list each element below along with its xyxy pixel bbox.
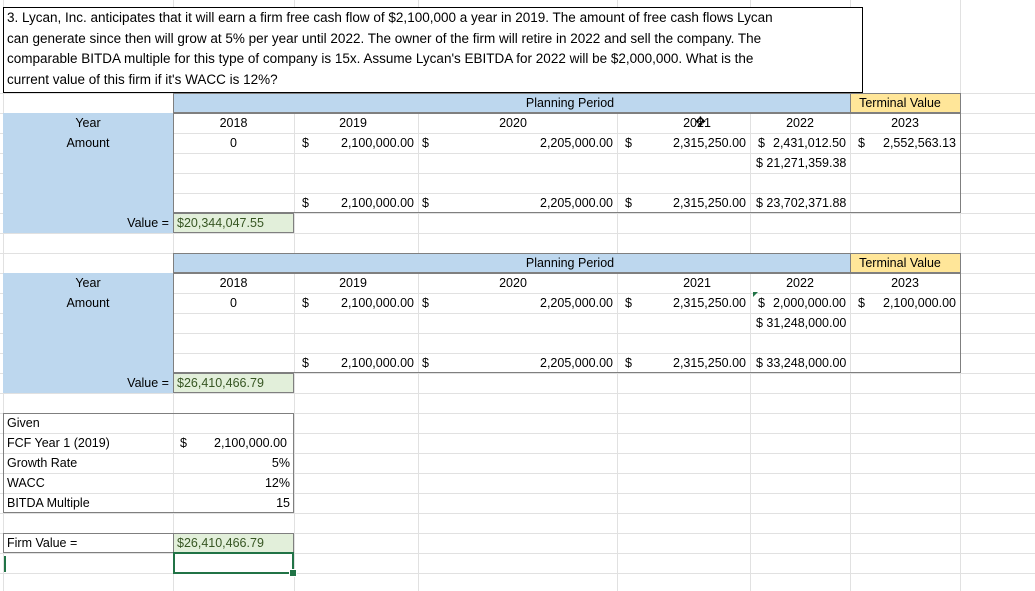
year-cell[interactable]: 2019: [339, 116, 367, 130]
wacc-label: WACC: [7, 476, 45, 490]
amount-cell[interactable]: 0: [230, 136, 237, 150]
year-cell[interactable]: 2023: [891, 276, 919, 290]
terminal-header-fill: [850, 93, 961, 113]
dollar-sign: $: [625, 356, 632, 370]
terminal-value-header: Terminal Value: [859, 256, 941, 270]
label-column-fill: [3, 273, 173, 393]
cash-flow-cell[interactable]: 2,205,000.00: [540, 356, 613, 370]
year-cell[interactable]: 2023: [891, 116, 919, 130]
move-cursor-icon: ✥: [695, 114, 706, 129]
dollar-sign: $: [180, 436, 187, 450]
dollar-sign: $: [422, 296, 429, 310]
wacc-value-cell[interactable]: 12%: [264, 476, 290, 490]
year-cell[interactable]: 2021: [683, 116, 711, 130]
amount-cell[interactable]: 2,100,000.00: [341, 136, 414, 150]
year-cell[interactable]: 2022: [786, 276, 814, 290]
selected-cell[interactable]: [173, 552, 294, 574]
amount-cell[interactable]: 2,315,250.00: [673, 136, 746, 150]
firm-value-cell[interactable]: $20,344,047.55: [177, 216, 264, 230]
amount-cell[interactable]: 2,100,000.00: [883, 296, 956, 310]
year-cell[interactable]: 2019: [339, 276, 367, 290]
dollar-sign: $: [302, 296, 309, 310]
dollar-sign: $: [858, 296, 865, 310]
growth-label: Growth Rate: [7, 456, 78, 470]
cash-flow-cell[interactable]: 2,205,000.00: [540, 196, 613, 210]
year-cell[interactable]: 2018: [219, 276, 248, 290]
value-label: Value =: [127, 216, 169, 230]
amount-cell[interactable]: 2,431,012.50: [773, 136, 846, 150]
cash-flow-cell[interactable]: 2,100,000.00: [341, 356, 414, 370]
dollar-sign: $: [302, 356, 309, 370]
comment-indicator-icon: [753, 292, 758, 297]
firm-value-cell[interactable]: $26,410,466.79: [177, 376, 264, 390]
planning-header-fill: [173, 93, 850, 113]
terminal-value-cell[interactable]: $ 31,248,000.00: [756, 316, 847, 330]
amount-cell[interactable]: 2,315,250.00: [673, 296, 746, 310]
fcf-value-cell[interactable]: 2,100,000.00: [214, 436, 287, 450]
dollar-sign: $: [302, 136, 309, 150]
dollar-sign: $: [758, 136, 765, 150]
multiple-label: BITDA Multiple: [7, 496, 90, 510]
terminal-header-fill: [850, 253, 961, 273]
value-fill: [173, 213, 294, 233]
year-cell[interactable]: 2021: [683, 276, 711, 290]
firm-value-result-cell[interactable]: $26,410,466.79: [177, 536, 264, 550]
cash-flow-cell[interactable]: $ 33,248,000.00: [756, 356, 847, 370]
year-cell[interactable]: 2020: [499, 116, 527, 130]
fill-handle[interactable]: [289, 569, 297, 577]
amount-cell[interactable]: 2,000,000.00: [773, 296, 846, 310]
dollar-sign: $: [422, 196, 429, 210]
value-fill: [173, 373, 294, 393]
dollar-sign: $: [625, 136, 632, 150]
amount-cell[interactable]: 0: [230, 296, 237, 310]
dollar-sign: $: [625, 196, 632, 210]
cash-flow-cell[interactable]: 2,315,250.00: [673, 196, 746, 210]
growth-value-cell[interactable]: 5%: [271, 456, 290, 470]
label-column-fill: [3, 113, 173, 233]
dollar-sign: $: [422, 356, 429, 370]
year-cell[interactable]: 2022: [786, 116, 814, 130]
problem-line: comparable BITDA multiple for this type …: [7, 51, 754, 66]
given-title: Given: [7, 416, 40, 430]
amount-label: Amount: [66, 296, 110, 310]
cash-flow-cell[interactable]: 2,315,250.00: [673, 356, 746, 370]
planning-period-header: Planning Period: [525, 256, 615, 270]
amount-cell[interactable]: 2,552,563.13: [883, 136, 956, 150]
dollar-sign: $: [302, 196, 309, 210]
dollar-sign: $: [858, 136, 865, 150]
fcf-label: FCF Year 1 (2019): [7, 436, 110, 450]
amount-label: Amount: [66, 136, 110, 150]
value-label: Value =: [127, 376, 169, 390]
problem-line: 3. Lycan, Inc. anticipates that it will …: [7, 10, 773, 25]
planning-period-header: Planning Period: [525, 96, 615, 110]
year-cell[interactable]: 2020: [499, 276, 527, 290]
dollar-sign: $: [625, 296, 632, 310]
problem-line: can generate since then will grow at 5% …: [7, 30, 762, 46]
dollar-sign: $: [758, 296, 765, 310]
amount-cell[interactable]: 2,205,000.00: [540, 296, 613, 310]
year-label: Year: [75, 116, 101, 130]
problem-line: current value of this firm if it's WACC …: [7, 71, 278, 87]
problem-statement: 3. Lycan, Inc. anticipates that it will …: [3, 7, 863, 93]
cash-flow-cell[interactable]: 2,100,000.00: [341, 196, 414, 210]
planning-header-fill: [173, 253, 850, 273]
year-label: Year: [75, 276, 101, 290]
multiple-value-cell[interactable]: 15: [276, 496, 290, 510]
cash-flow-cell[interactable]: $ 23,702,371.88: [756, 196, 847, 210]
terminal-value-cell[interactable]: $ 21,271,359.38: [756, 156, 847, 170]
firm-value-label: Firm Value =: [7, 536, 78, 550]
year-cell[interactable]: 2018: [219, 116, 248, 130]
row-indicator: [4, 556, 6, 572]
terminal-value-header: Terminal Value: [859, 96, 941, 110]
amount-cell[interactable]: 2,100,000.00: [341, 296, 414, 310]
dollar-sign: $: [422, 136, 429, 150]
amount-cell[interactable]: 2,205,000.00: [540, 136, 613, 150]
firm-value-fill: [173, 533, 294, 553]
